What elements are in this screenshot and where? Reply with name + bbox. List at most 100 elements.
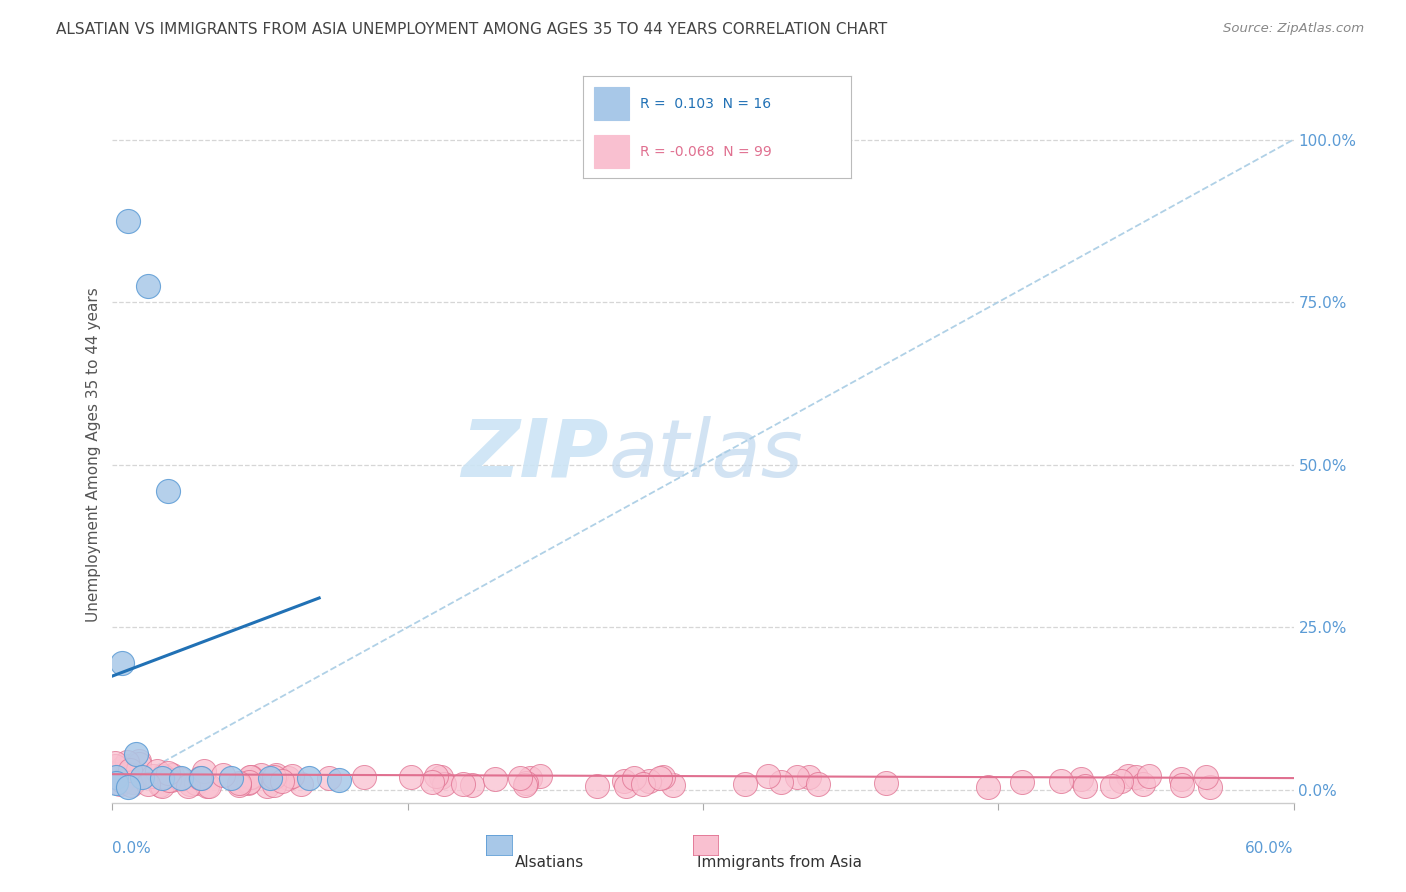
Text: Immigrants from Asia: Immigrants from Asia [697, 855, 862, 870]
Point [117, 780, 139, 794]
Point [117, 214, 139, 228]
Point [184, 775, 207, 789]
Point [529, 769, 551, 783]
Point [270, 774, 292, 789]
Bar [595, 87, 628, 120]
Point [104, 756, 127, 771]
Point [631, 777, 654, 791]
Point [157, 772, 180, 787]
Point [769, 775, 792, 789]
Point [107, 765, 129, 780]
Point [280, 769, 302, 783]
Point [150, 771, 173, 785]
Text: R = -0.068  N = 99: R = -0.068 N = 99 [640, 145, 772, 159]
Point [125, 747, 148, 761]
Point [264, 768, 287, 782]
Point [179, 777, 201, 791]
Point [150, 780, 173, 794]
Point [198, 779, 221, 793]
Point [149, 778, 172, 792]
Point [157, 766, 180, 780]
Point [146, 764, 169, 778]
Point [131, 770, 153, 784]
Point [353, 771, 375, 785]
Point [513, 778, 536, 792]
Text: 60.0%: 60.0% [1246, 841, 1294, 856]
Point [399, 770, 422, 784]
Point [638, 773, 661, 788]
Text: 0.0%: 0.0% [112, 841, 152, 856]
Point [1109, 774, 1132, 789]
Text: Alsatians: Alsatians [515, 855, 583, 870]
Point [128, 754, 150, 768]
Point [111, 656, 134, 670]
Point [228, 776, 250, 790]
Point [298, 771, 321, 785]
Bar [595, 136, 628, 168]
Point [425, 769, 447, 783]
Point [118, 763, 141, 777]
Point [515, 776, 537, 790]
Point [1137, 769, 1160, 783]
Point [236, 776, 259, 790]
Y-axis label: Unemployment Among Ages 35 to 44 years: Unemployment Among Ages 35 to 44 years [86, 287, 101, 623]
Point [328, 772, 350, 787]
Text: R =  0.103  N = 16: R = 0.103 N = 16 [640, 96, 770, 111]
Point [117, 759, 139, 773]
Point [177, 779, 200, 793]
Point [614, 779, 637, 793]
Point [433, 777, 456, 791]
Text: Source: ZipAtlas.com: Source: ZipAtlas.com [1223, 22, 1364, 36]
Point [240, 770, 263, 784]
Point [786, 770, 808, 784]
Point [122, 775, 145, 789]
Point [105, 776, 128, 790]
Point [586, 779, 609, 793]
Point [1101, 780, 1123, 794]
Point [519, 771, 541, 785]
Point [756, 769, 779, 783]
Point [111, 773, 134, 788]
Point [1049, 774, 1071, 789]
Point [169, 772, 191, 786]
Point [115, 756, 138, 770]
Point [1132, 777, 1154, 791]
Point [121, 768, 143, 782]
Point [875, 776, 897, 790]
Point [1011, 774, 1033, 789]
Point [977, 780, 1000, 794]
Point [613, 773, 636, 788]
Point [170, 771, 193, 785]
Text: ZIP: ZIP [461, 416, 609, 494]
Point [648, 772, 671, 786]
Point [138, 777, 160, 791]
Point [228, 778, 250, 792]
Point [136, 278, 159, 293]
Point [797, 771, 820, 785]
Point [420, 774, 443, 789]
Point [142, 769, 165, 783]
Point [1070, 772, 1092, 786]
Point [239, 770, 262, 784]
Point [193, 764, 215, 778]
Point [122, 774, 145, 789]
Point [1195, 771, 1218, 785]
Point [461, 778, 484, 792]
Point [188, 771, 211, 785]
Point [162, 768, 184, 782]
Point [159, 773, 181, 788]
Point [104, 767, 127, 781]
Point [623, 771, 645, 785]
Point [1199, 780, 1222, 794]
Point [259, 771, 281, 785]
Point [256, 780, 278, 794]
Point [1125, 770, 1147, 784]
Point [128, 757, 150, 772]
Point [807, 776, 830, 790]
Point [1074, 780, 1097, 794]
Point [263, 778, 285, 792]
Point [115, 767, 138, 781]
Point [290, 777, 312, 791]
Point [263, 770, 285, 784]
Point [111, 761, 134, 775]
